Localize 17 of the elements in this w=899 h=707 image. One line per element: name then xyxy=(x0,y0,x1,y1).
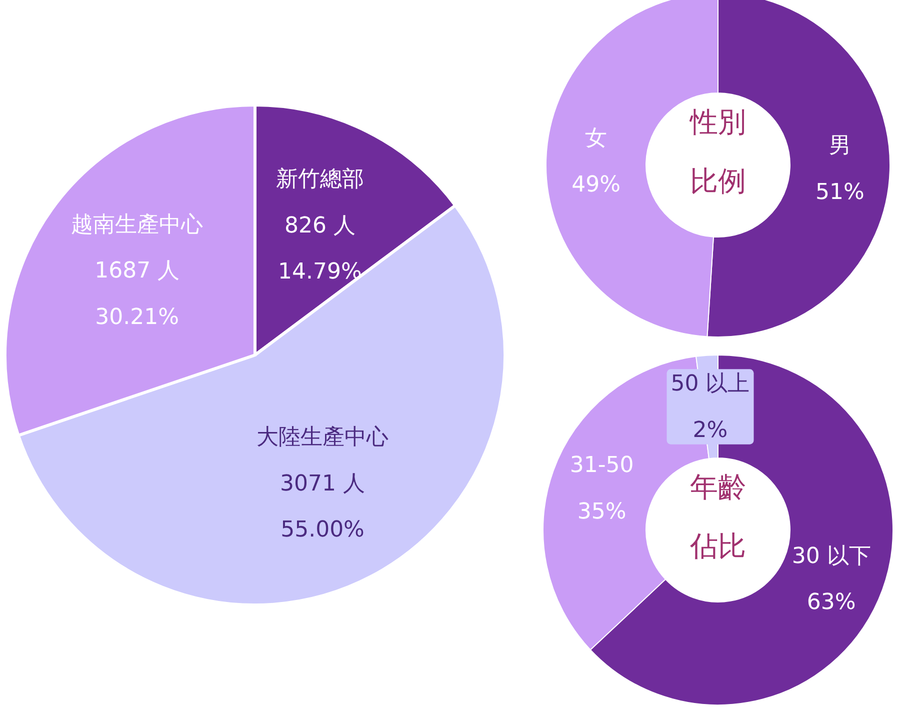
slice-label: 越南生產中心 xyxy=(71,212,204,237)
slice-label: 新竹總部 xyxy=(276,166,364,192)
data-label: 49% xyxy=(572,172,621,197)
slice-label: 大陸生產中心 xyxy=(256,424,389,450)
slice-label: 50 以上 xyxy=(670,371,750,396)
slice-label: 30 以下 xyxy=(792,543,871,568)
data-label: 3071 人 55.00% xyxy=(280,470,366,542)
data-label: 63% xyxy=(806,590,856,615)
data-label: 51% xyxy=(815,179,864,204)
data-label: 35% xyxy=(577,498,626,524)
slice-label: 女 xyxy=(585,126,608,151)
data-label: 826 人 14.79% xyxy=(278,212,362,284)
text: 年齡佔比 xyxy=(689,470,746,562)
slice-label: 31-50 xyxy=(570,452,634,478)
text: 性別比例 xyxy=(689,105,746,197)
data-label: 1687 人 30.21% xyxy=(94,258,180,330)
slice-label: 男 xyxy=(828,133,851,158)
